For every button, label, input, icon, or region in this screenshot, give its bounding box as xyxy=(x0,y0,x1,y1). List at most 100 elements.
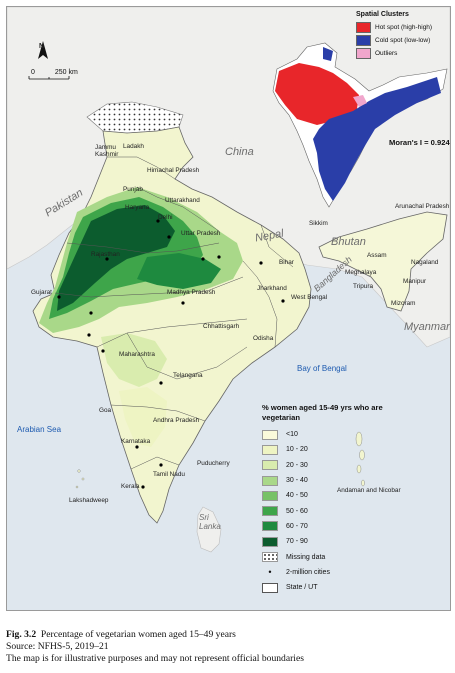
region-goa: Goa xyxy=(99,407,112,414)
legend-class-label: 30 - 40 xyxy=(286,477,308,485)
legend-class-swatch xyxy=(262,475,278,486)
scale-start: 0 xyxy=(31,69,35,76)
legend-cities: • 2-million cities xyxy=(262,565,422,580)
figure-note: The map is for illustrative purposes and… xyxy=(6,653,304,665)
cities-label: 2-million cities xyxy=(286,568,330,576)
legend-class-swatch xyxy=(262,490,278,501)
region-puducherry: Puducherry xyxy=(197,460,230,467)
region-nagaland: Nagaland xyxy=(411,259,439,266)
north-arrow-icon xyxy=(38,41,48,59)
legend-class-row: 50 - 60 xyxy=(262,503,422,518)
scale-bar xyxy=(28,76,70,80)
green-south xyxy=(101,333,167,387)
legend-class-swatch xyxy=(262,460,278,471)
missing-label: Missing data xyxy=(286,553,326,561)
northeast-region xyxy=(318,211,448,312)
legend-class-label: 40 - 50 xyxy=(286,492,308,500)
region-sikkim: Sikkim xyxy=(309,220,328,227)
scale-end: 250 km xyxy=(54,69,78,76)
legend-class-label: 10 - 20 xyxy=(286,446,308,454)
region-maharashtra: Maharashtra xyxy=(119,351,155,358)
country-myanmar: Myanmar xyxy=(404,321,450,333)
region-kerala: Kerala xyxy=(121,483,140,490)
legend-class-row: 70 - 90 xyxy=(262,534,422,549)
cluster-legend: Spatial Clusters Hot spot (high-high) Co… xyxy=(356,11,432,60)
figure-title: Percentage of vegetarian women aged 15–4… xyxy=(40,629,236,640)
legend-class-row: <10 xyxy=(262,427,422,442)
state-swatch xyxy=(262,582,278,593)
region-tamil-nadu: Tamil Nadu xyxy=(153,471,185,478)
country-sri-lanka: Sri Lanka xyxy=(199,513,221,531)
legend-class-row: 40 - 50 xyxy=(262,488,422,503)
region-madhya-pradesh: Madhya Pradesh xyxy=(167,289,216,296)
cluster-item-outliers: Outliers xyxy=(356,47,432,60)
region-mizoram: Mizoram xyxy=(391,300,416,307)
hot-spot-label: Hot spot (high-high) xyxy=(375,24,433,31)
map-frame: N 0 250 km China Pakistan Nepal Bhutan B… xyxy=(6,6,451,611)
region-uttarakhand: Uttarakhand xyxy=(165,197,200,204)
andaman-islands xyxy=(355,431,365,487)
region-himachal: Himachal Pradesh xyxy=(147,167,200,174)
region-gujarat: Gujarat xyxy=(31,289,52,296)
legend-class-row: 20 - 30 xyxy=(262,458,422,473)
legend-class-swatch xyxy=(262,444,278,455)
hot-spot-swatch xyxy=(356,22,371,33)
region-karnataka: Karnataka xyxy=(121,438,151,445)
region-punjab: Punjab xyxy=(123,186,143,193)
lakshadweep-islands xyxy=(75,469,85,489)
country-china: China xyxy=(225,146,254,158)
scale-labels: 0 250 km xyxy=(31,69,78,76)
green-belt-dark xyxy=(57,205,175,311)
legend-class-row: 10 - 20 xyxy=(262,442,422,457)
region-uttar-pradesh: Uttar Pradesh xyxy=(181,230,221,237)
legend-class-swatch xyxy=(262,536,278,547)
legend-missing: Missing data xyxy=(262,549,422,564)
legend-class-row: 30 - 40 xyxy=(262,473,422,488)
missing-swatch xyxy=(262,552,278,563)
figure-number: Fig. 3.2 xyxy=(6,629,37,640)
region-haryana: Haryana xyxy=(125,204,150,211)
region-andaman: Andaman and Nicobar xyxy=(337,487,401,494)
inset-cluster-map xyxy=(272,42,448,208)
state-label: State / UT xyxy=(286,584,318,592)
map-canvas xyxy=(7,7,450,610)
region-telangana: Telangana xyxy=(173,372,203,379)
region-tripura: Tripura xyxy=(353,283,374,290)
region-andhra-pradesh: Andhra Pradesh xyxy=(153,417,200,424)
region-delhi: Delhi xyxy=(158,214,173,221)
state-boundaries xyxy=(54,156,294,470)
region-chhattisgarh: Chhattisgarh xyxy=(203,323,240,330)
cold-spot-swatch xyxy=(356,35,371,46)
country-bhutan: Bhutan xyxy=(331,236,366,248)
green-south-2 xyxy=(119,387,167,447)
caption-line-1: Fig. 3.2 Percentage of vegetarian women … xyxy=(6,629,304,641)
sea-arabian-sea: Arabian Sea xyxy=(17,425,62,434)
legend-class-swatch xyxy=(262,506,278,517)
city-dots xyxy=(57,219,285,489)
cold-spot-label: Cold spot (low-low) xyxy=(375,37,431,44)
legend-class-label: 70 - 90 xyxy=(286,538,308,546)
region-manipur: Manipur xyxy=(403,278,427,285)
legend-class-swatch xyxy=(262,521,278,532)
legend-class-swatch xyxy=(262,429,278,440)
map-legend: % women aged 15-49 yrs who are vegetaria… xyxy=(262,403,422,595)
region-assam: Assam xyxy=(367,252,387,259)
region-jharkhand: Jharkhand xyxy=(257,285,287,292)
region-jammu-kashmir: Jammu Kashmir xyxy=(95,144,119,158)
region-bihar: Bihar xyxy=(279,259,294,266)
moran-statistic: Moran's I = 0.924 xyxy=(389,138,450,147)
legend-state: State / UT xyxy=(262,580,422,595)
cluster-item-hot: Hot spot (high-high) xyxy=(356,21,432,34)
figure-caption: Fig. 3.2 Percentage of vegetarian women … xyxy=(6,629,304,666)
legend-class-label: <10 xyxy=(286,431,298,439)
region-arunachal: Arunachal Pradesh xyxy=(395,203,450,210)
region-rajasthan: Rajasthan xyxy=(91,251,120,258)
outliers-label: Outliers xyxy=(375,50,398,57)
sea-bay-of-bengal: Bay of Bengal xyxy=(297,364,347,373)
outliers-swatch xyxy=(356,48,371,59)
region-ladakh: Ladakh xyxy=(123,143,144,150)
city-dot-icon: • xyxy=(268,566,272,577)
legend-class-label: 20 - 30 xyxy=(286,461,308,469)
region-lakshadweep: Lakshadweep xyxy=(69,497,109,504)
legend-class-label: 60 - 70 xyxy=(286,522,308,530)
